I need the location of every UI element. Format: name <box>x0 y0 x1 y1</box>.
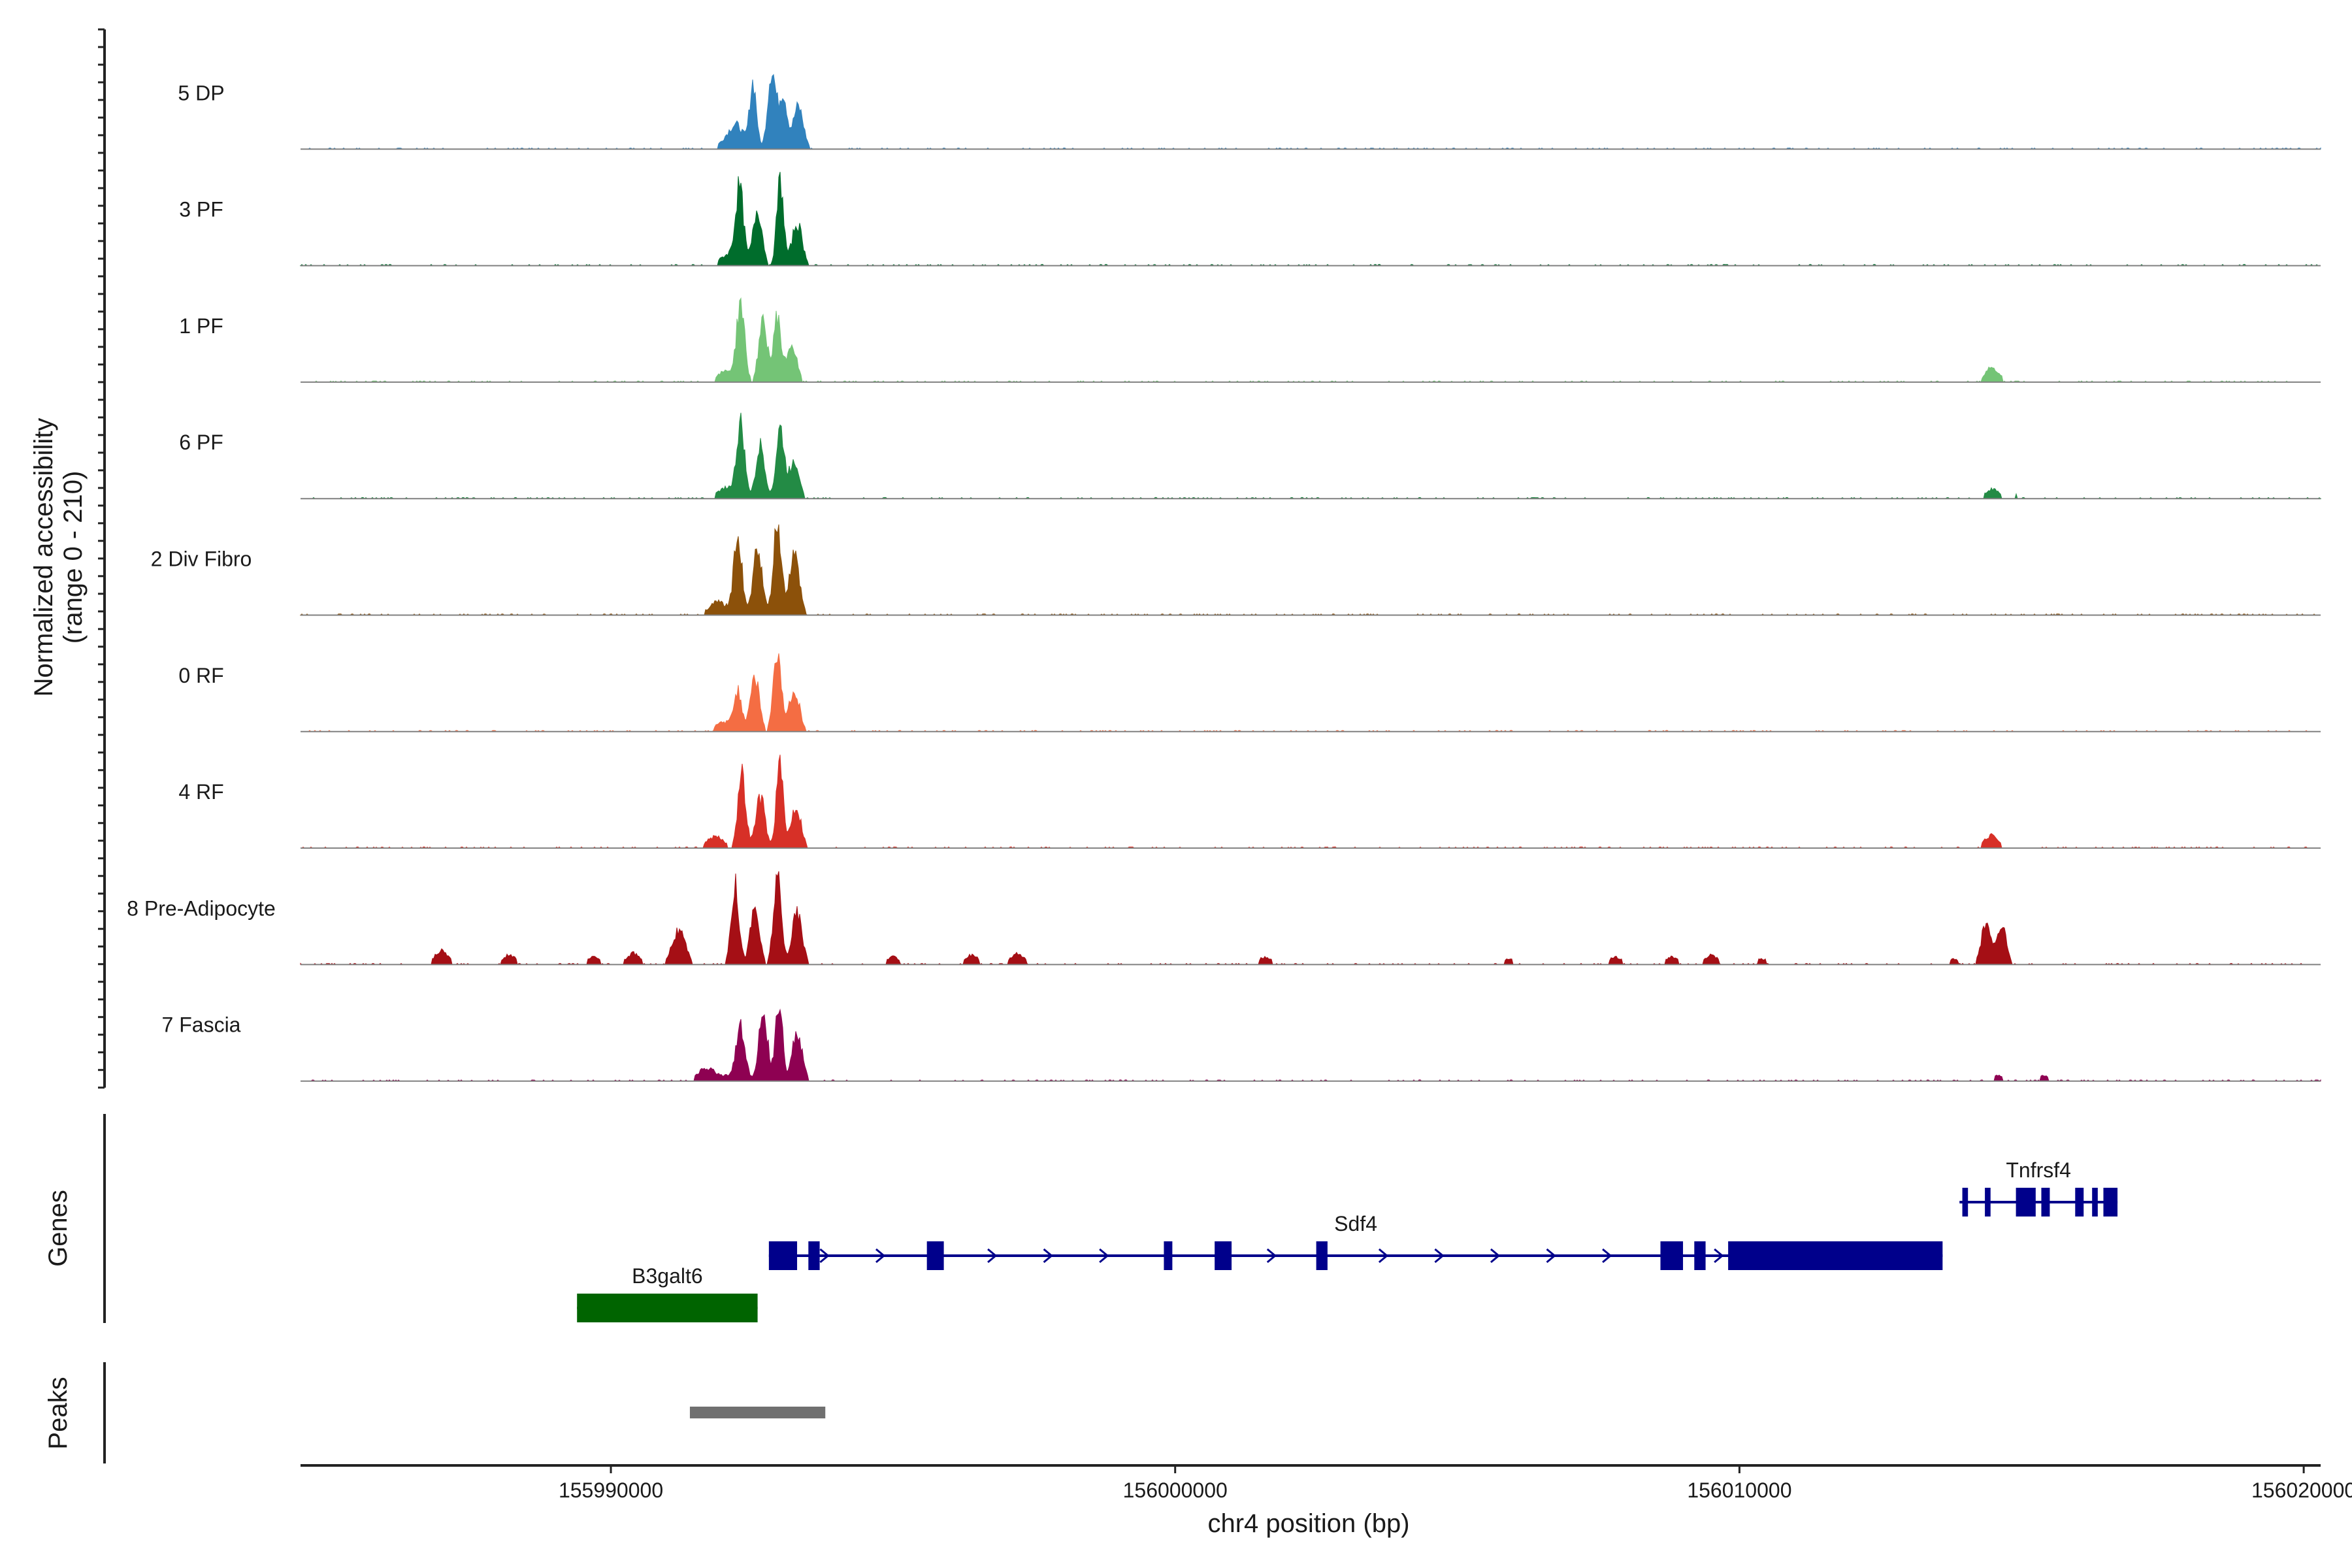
gene-exon <box>768 1241 798 1270</box>
gene-exon <box>808 1241 820 1270</box>
gene-annotation-track: B3galt6 Sdf4 Tnfrsf4 <box>103 1114 2118 1323</box>
coverage-area <box>300 871 2321 966</box>
gene-label: Sdf4 <box>1334 1212 1377 1235</box>
strand-arrow <box>875 1248 886 1264</box>
x-axis-title: chr4 position (bp) <box>1207 1509 1409 1538</box>
gene-sdf4: Sdf4 <box>768 1212 1943 1270</box>
strand-arrow <box>1546 1248 1556 1264</box>
coverage-area <box>299 172 2321 267</box>
track-5-dp: 5 DP <box>178 74 2321 150</box>
track-8-pre-adipocyte: 8 Pre-Adipocyte <box>127 871 2321 966</box>
gene-label: B3galt6 <box>632 1264 703 1288</box>
coverage-area <box>299 524 2321 616</box>
track-label: 7 Fascia <box>162 1013 241 1037</box>
gene-exon <box>1985 1188 1991 1217</box>
track-label: 3 PF <box>179 198 223 221</box>
strand-arrow <box>1602 1248 1612 1264</box>
peak-region <box>689 1407 826 1418</box>
track-label: 1 PF <box>179 314 223 338</box>
gene-exon <box>2092 1188 2098 1217</box>
gene-tnfrsf4: Tnfrsf4 <box>1959 1158 2118 1217</box>
track-4-rf: 4 RF <box>178 755 2321 849</box>
track-1-pf: 1 PF <box>179 297 2321 383</box>
strand-arrow <box>1434 1248 1445 1264</box>
track-label: 2 Div Fibro <box>151 547 252 571</box>
track-label: 5 DP <box>178 81 224 105</box>
coverage-area <box>301 412 2322 499</box>
gene-exon <box>1728 1241 1943 1270</box>
x-tick-label: 156010000 <box>1687 1478 1791 1502</box>
gene-exon <box>926 1241 944 1270</box>
gene-exon <box>1215 1241 1232 1270</box>
gene-exon <box>1962 1188 1968 1217</box>
track-label: 8 Pre-Adipocyte <box>127 896 276 920</box>
x-tick-label: 156020000 <box>2251 1478 2352 1502</box>
coverage-area <box>301 297 2321 383</box>
x-tick-label: 156000000 <box>1123 1478 1228 1502</box>
track-label: 0 RF <box>178 664 223 687</box>
x-axis: 155990000 156000000 156010000 156020000 <box>98 28 2352 1502</box>
track-7-fascia: 7 Fascia <box>162 1008 2321 1082</box>
strand-arrow <box>1266 1248 1277 1264</box>
peaks-track-label: Peaks <box>44 1377 73 1449</box>
strand-arrow <box>819 1248 830 1264</box>
y-axis-label-line2: (range 0 - 210) <box>59 471 88 644</box>
coverage-tracks: 5 DP 3 PF 1 PF 6 PF 2 Div Fibro 0 RF 4 RF 8 Pre… <box>127 74 2322 1082</box>
strand-arrow <box>1043 1248 1053 1264</box>
coverage-area <box>301 74 2321 150</box>
gene-label: Tnfrsf4 <box>2006 1158 2071 1182</box>
track-2-div-fibro: 2 Div Fibro <box>151 524 2321 616</box>
gene-exon <box>577 1294 758 1322</box>
x-tick-label: 155990000 <box>559 1478 663 1502</box>
track-6-pf: 6 PF <box>179 412 2322 500</box>
coverage-area <box>301 653 2321 732</box>
strand-arrow <box>1714 1248 1724 1264</box>
gene-exon <box>1164 1241 1173 1270</box>
strand-arrow <box>1378 1248 1389 1264</box>
peaks-track <box>103 1362 826 1463</box>
gene-exon <box>2103 1188 2118 1217</box>
strand-arrow <box>1099 1248 1109 1264</box>
genes-track-label: Genes <box>44 1190 73 1267</box>
gene-b3galt6: B3galt6 <box>577 1264 758 1322</box>
gene-exon <box>1660 1241 1684 1270</box>
gene-exon <box>1316 1241 1328 1270</box>
strand-arrow <box>987 1248 998 1264</box>
track-label: 4 RF <box>178 780 223 804</box>
strand-arrow <box>1490 1248 1501 1264</box>
y-axis-label-line1: Normalized accessibility <box>29 418 58 697</box>
track-label: 6 PF <box>179 431 223 454</box>
gene-exon <box>2075 1188 2084 1217</box>
coverage-area <box>301 755 2321 849</box>
track-3-pf: 3 PF <box>179 172 2321 267</box>
gene-exon <box>2041 1188 2050 1217</box>
gene-exon <box>2016 1188 2036 1217</box>
gene-exon <box>1694 1241 1706 1270</box>
coverage-area <box>301 1008 2321 1082</box>
track-0-rf: 0 RF <box>178 653 2321 732</box>
